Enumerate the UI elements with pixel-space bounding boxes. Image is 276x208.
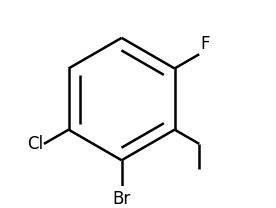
Text: Cl: Cl (27, 135, 43, 153)
Text: F: F (200, 35, 210, 53)
Text: Br: Br (113, 190, 131, 208)
